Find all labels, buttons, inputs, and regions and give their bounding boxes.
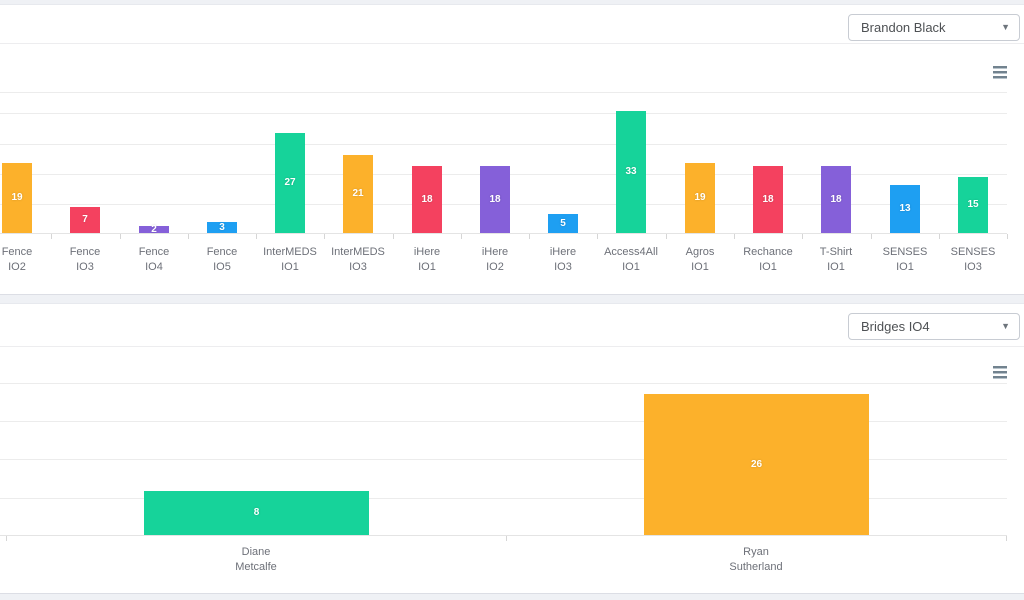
bar-value-label: 15 bbox=[967, 199, 979, 210]
x-axis-line bbox=[0, 535, 1007, 536]
x-axis-category-label: iHere IO3 bbox=[549, 246, 577, 273]
bar[interactable]: 8 bbox=[144, 491, 369, 535]
panel-people-chart: Bridges IO4 ▼ 8 Diane Metcalfe 26 Ryan Suth… bbox=[0, 304, 1024, 593]
x-axis-category-label: Rechance IO1 bbox=[743, 246, 793, 273]
bar-value-label: 2 bbox=[151, 223, 157, 235]
bar[interactable]: 18 bbox=[753, 166, 783, 233]
x-axis-tick bbox=[393, 234, 394, 239]
x-axis-tick bbox=[51, 234, 52, 239]
chevron-down-icon: ▼ bbox=[1001, 22, 1010, 32]
bar[interactable]: 18 bbox=[480, 166, 510, 233]
x-axis-category-label: Fence IO5 bbox=[206, 246, 238, 273]
x-axis-category-label: InterMEDS IO3 bbox=[331, 246, 385, 273]
bar[interactable]: 33 bbox=[616, 111, 646, 233]
panel-projects-chart: Brandon Black ▼ 19 Fence IO2 7 Fence IO3 2 Fe… bbox=[0, 5, 1024, 294]
x-axis-category-label: Fence IO2 bbox=[1, 246, 33, 273]
bar-value-label: 18 bbox=[421, 193, 433, 205]
x-axis-tick bbox=[529, 234, 530, 239]
panel2-header: Bridges IO4 ▼ bbox=[0, 304, 1024, 347]
bar[interactable]: 13 bbox=[890, 185, 920, 233]
x-axis-category-label: Ryan Sutherland bbox=[729, 546, 783, 573]
gridline bbox=[0, 92, 1007, 93]
x-axis-tick bbox=[939, 234, 940, 239]
x-axis-category-label: Agros IO1 bbox=[685, 246, 715, 273]
x-axis-tick bbox=[1007, 234, 1008, 239]
bar-value-label: 5 bbox=[560, 217, 566, 229]
x-axis-tick bbox=[802, 234, 803, 239]
x-axis-tick bbox=[6, 536, 7, 541]
x-axis-category-label: SENSES IO3 bbox=[950, 246, 996, 273]
x-axis-tick bbox=[120, 234, 121, 239]
x-axis-category-label: Fence IO4 bbox=[138, 246, 170, 273]
x-axis-tick bbox=[734, 234, 735, 239]
gridline bbox=[0, 383, 1007, 384]
bar-value-label: 3 bbox=[219, 221, 225, 233]
bar-value-label: 18 bbox=[830, 193, 842, 205]
user-filter-selected-value: Brandon Black bbox=[861, 20, 946, 35]
x-axis-tick bbox=[188, 234, 189, 239]
page-background-strip-middle bbox=[0, 294, 1024, 304]
bar[interactable]: 21 bbox=[343, 155, 373, 233]
user-filter-select[interactable]: Brandon Black ▼ bbox=[848, 14, 1020, 41]
x-axis-category-label: T-Shirt IO1 bbox=[819, 246, 853, 273]
x-axis-tick bbox=[256, 234, 257, 239]
bar-value-label: 13 bbox=[899, 203, 911, 214]
gridline bbox=[0, 113, 1007, 114]
gridline bbox=[0, 144, 1007, 145]
chevron-down-icon: ▼ bbox=[1001, 321, 1010, 331]
x-axis-tick bbox=[666, 234, 667, 239]
x-axis-tick bbox=[1006, 536, 1007, 541]
x-axis-category-label: iHere IO2 bbox=[481, 246, 509, 273]
gridline bbox=[0, 498, 1007, 499]
x-axis-tick bbox=[597, 234, 598, 239]
bar-value-label: 7 bbox=[82, 214, 88, 225]
gridline bbox=[0, 421, 1007, 422]
bar[interactable]: 19 bbox=[685, 163, 715, 233]
chart-context-menu-icon[interactable] bbox=[993, 66, 1007, 79]
bar-value-label: 19 bbox=[11, 192, 23, 203]
page-background-strip-bottom bbox=[0, 593, 1024, 600]
bar-value-label: 8 bbox=[253, 507, 260, 518]
bar[interactable]: 2 bbox=[139, 223, 169, 235]
bar[interactable]: 5 bbox=[548, 214, 578, 233]
gridline bbox=[0, 459, 1007, 460]
bar[interactable]: 18 bbox=[821, 166, 851, 233]
x-axis-tick bbox=[461, 234, 462, 239]
x-axis-category-label: iHere IO1 bbox=[413, 246, 441, 273]
bar-value-label: 26 bbox=[750, 458, 763, 470]
x-axis-category-label: Access4All IO1 bbox=[604, 246, 658, 273]
x-axis-tick bbox=[871, 234, 872, 239]
x-axis-category-label: Fence IO3 bbox=[69, 246, 101, 273]
bar[interactable]: 15 bbox=[958, 177, 988, 233]
project-filter-selected-value: Bridges IO4 bbox=[861, 319, 930, 334]
x-axis-category-label: Diane Metcalfe bbox=[235, 546, 277, 573]
project-filter-select[interactable]: Bridges IO4 ▼ bbox=[848, 313, 1020, 340]
x-axis-line bbox=[0, 233, 1007, 234]
bar-value-label: 21 bbox=[352, 188, 364, 199]
page-background-strip-top bbox=[0, 0, 1024, 5]
x-axis-tick bbox=[324, 234, 325, 239]
bar-value-label: 27 bbox=[284, 177, 296, 188]
bar[interactable]: 7 bbox=[70, 207, 100, 233]
bar-value-label: 33 bbox=[625, 166, 637, 177]
x-axis-category-label: SENSES IO1 bbox=[882, 246, 928, 273]
bar-value-label: 19 bbox=[694, 192, 706, 203]
bar[interactable]: 3 bbox=[207, 222, 237, 233]
bar[interactable]: 27 bbox=[275, 133, 305, 233]
bar[interactable]: 18 bbox=[412, 166, 442, 233]
bar-value-label: 18 bbox=[489, 193, 501, 205]
bar[interactable]: 26 bbox=[644, 394, 869, 535]
x-axis-category-label: InterMEDS IO1 bbox=[263, 246, 317, 273]
chart-context-menu-icon[interactable] bbox=[993, 366, 1007, 379]
x-axis-tick bbox=[506, 536, 507, 541]
panel1-header: Brandon Black ▼ bbox=[0, 5, 1024, 44]
bar-value-label: 18 bbox=[762, 193, 774, 205]
bar[interactable]: 19 bbox=[2, 163, 32, 233]
